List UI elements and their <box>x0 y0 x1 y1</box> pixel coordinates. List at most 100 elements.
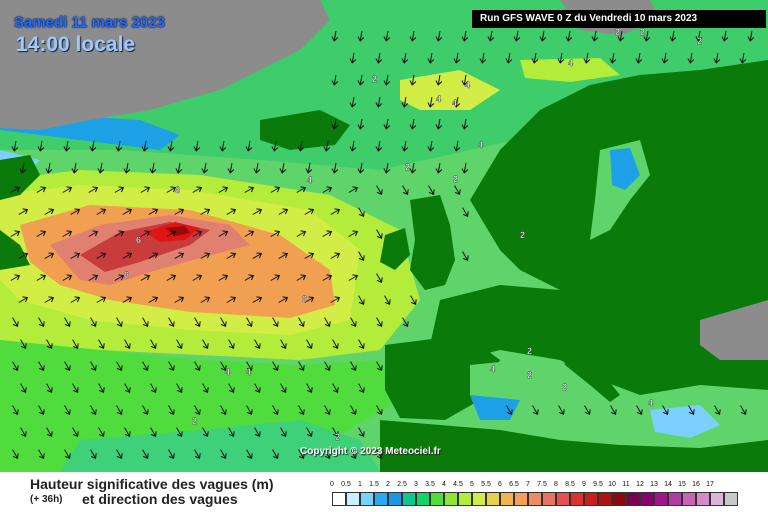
wave-arrow <box>688 405 695 416</box>
wave-arrow <box>226 208 237 215</box>
contour-label: 6 <box>175 185 180 195</box>
wave-arrow <box>142 449 149 460</box>
wave-arrow <box>44 208 55 215</box>
wave-arrow <box>10 230 21 237</box>
wave-arrow <box>506 405 513 416</box>
wave-arrow <box>330 296 341 303</box>
contour-label: 4 <box>465 80 470 90</box>
wave-arrow <box>96 296 107 303</box>
wave-arrow <box>435 30 443 42</box>
wave-arrow <box>687 52 695 64</box>
wave-arrow <box>635 52 643 64</box>
wave-arrow <box>617 30 625 42</box>
wave-arrow <box>200 252 211 259</box>
wave-arrow <box>176 339 183 350</box>
wave-arrow <box>331 74 339 86</box>
wave-arrow <box>253 162 261 174</box>
wave-arrow <box>252 252 263 259</box>
wave-arrow <box>609 52 617 64</box>
wave-arrow <box>116 449 123 460</box>
wave-arrow <box>296 186 307 193</box>
wave-arrow <box>88 274 99 281</box>
scale-swatch <box>668 492 682 506</box>
wave-arrow <box>62 186 73 193</box>
wave-arrow <box>747 30 755 42</box>
wave-arrow <box>46 339 53 350</box>
legend-title: Hauteur significative des vagues (m) <box>30 476 274 492</box>
wave-arrow <box>246 405 253 416</box>
land-greenland <box>0 0 330 130</box>
contour-label: 4 <box>452 98 457 108</box>
wave-arrow <box>375 140 383 152</box>
wave-arrow <box>662 405 669 416</box>
wave-arrow <box>384 295 391 306</box>
land-great-britain <box>410 195 455 290</box>
wave-arrow <box>174 296 185 303</box>
wave-arrow <box>409 162 417 174</box>
wave-arrow <box>220 449 227 460</box>
wave-arrow <box>20 339 27 350</box>
wave-arrow <box>462 207 469 218</box>
wave-arrow <box>124 339 131 350</box>
contour-label: 4 <box>246 367 251 377</box>
scale-swatch <box>682 492 696 506</box>
wave-arrow <box>90 317 97 328</box>
scale-label: 3.5 <box>425 481 435 488</box>
wave-arrow <box>427 52 435 64</box>
wave-arrow <box>330 208 341 215</box>
wave-arrow <box>402 185 409 196</box>
wave-arrow <box>304 208 315 215</box>
contour-label: 2 <box>405 162 410 172</box>
wave-arrow <box>220 405 227 416</box>
scale-label: 5 <box>470 481 474 488</box>
wave-arrow <box>453 52 461 64</box>
scale-swatch <box>332 492 346 506</box>
wave-arrow <box>228 427 235 438</box>
contour-label: 6 <box>302 294 307 304</box>
land-europe-central <box>430 285 768 395</box>
wave-arrow <box>427 140 435 152</box>
scale-swatch <box>528 492 542 506</box>
wave-arrow <box>584 405 591 416</box>
wave-arrow <box>348 274 359 281</box>
wave-arrow <box>227 162 235 174</box>
wave-arrow <box>194 361 201 372</box>
wave-arrow <box>149 162 157 174</box>
contour-label: 2 <box>640 27 645 37</box>
wave-arrow <box>36 186 47 193</box>
wave-arrow <box>324 405 331 416</box>
band-north-5m <box>400 70 500 110</box>
wave-arrow <box>174 208 185 215</box>
wave-arrow <box>176 383 183 394</box>
wave-arrow <box>167 140 175 152</box>
wave-arrow <box>270 230 281 237</box>
land-iceland <box>260 110 350 150</box>
contour-label: 4 <box>436 94 441 104</box>
wave-arrow <box>168 361 175 372</box>
scale-swatch <box>486 492 500 506</box>
wave-arrow <box>38 361 45 372</box>
wave-arrow <box>306 339 313 350</box>
scale-label: 2.5 <box>397 481 407 488</box>
contour-label: 6 <box>124 270 129 280</box>
scale-label: 6.5 <box>509 481 519 488</box>
scale-swatch <box>556 492 570 506</box>
contour-label: 2 <box>372 74 377 84</box>
wave-arrow <box>643 30 651 42</box>
wave-arrow <box>278 252 289 259</box>
wave-arrow <box>72 427 79 438</box>
scale-swatch <box>542 492 556 506</box>
wave-arrow <box>166 186 177 193</box>
wave-arrow <box>150 339 157 350</box>
scale-swatch <box>472 492 486 506</box>
wave-arrow <box>435 74 443 86</box>
wave-arrow <box>90 361 97 372</box>
wave-arrow <box>44 296 55 303</box>
wave-arrow <box>98 339 105 350</box>
wave-arrow <box>279 162 287 174</box>
wave-arrow <box>246 361 253 372</box>
wave-arrow <box>114 274 125 281</box>
wave-arrow <box>375 96 383 108</box>
wave-arrow <box>349 96 357 108</box>
